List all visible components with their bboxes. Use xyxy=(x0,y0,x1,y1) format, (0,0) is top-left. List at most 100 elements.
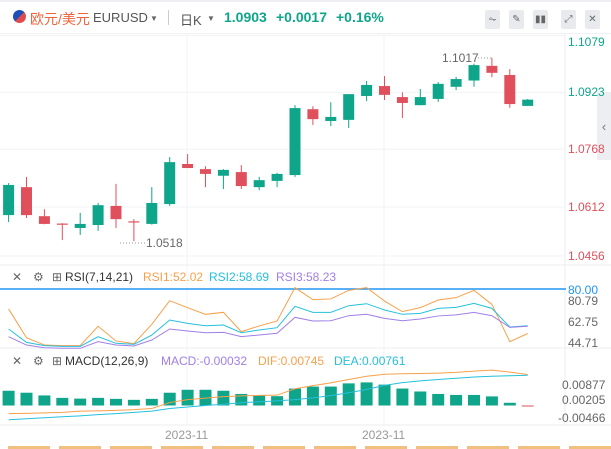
rsi3-line xyxy=(8,311,528,349)
macd-bar xyxy=(521,405,534,407)
divider xyxy=(168,10,169,25)
macd-bar xyxy=(253,395,266,406)
macd-bar xyxy=(360,382,373,406)
candle-body xyxy=(110,205,122,220)
candle-body xyxy=(21,187,32,216)
candle-body xyxy=(379,86,390,95)
candle-body xyxy=(74,223,86,228)
rsi-overbought-label: 80.00 xyxy=(568,283,599,297)
macd-bar xyxy=(378,384,391,406)
macd-bar xyxy=(38,395,51,406)
candle-body xyxy=(307,109,319,120)
macd-bar xyxy=(342,383,355,406)
macd-bar xyxy=(2,390,15,406)
remove-rsi-button[interactable]: ✕ xyxy=(12,270,23,284)
candle-body xyxy=(468,65,480,81)
macd-bar xyxy=(432,393,445,406)
price-change: +0.0017 xyxy=(276,9,327,25)
draw-button[interactable]: ✎ xyxy=(509,10,524,29)
macd-bar xyxy=(145,398,158,406)
macd-bar xyxy=(396,388,409,406)
price-axis-label: 1.0456 xyxy=(568,249,605,263)
next-panel-strip xyxy=(365,446,407,449)
fullscreen-button[interactable]: ⤢ xyxy=(561,10,576,29)
candle-body xyxy=(450,79,462,87)
macd-bar xyxy=(468,394,480,406)
candle-body xyxy=(3,184,15,216)
indicator-icon: ⏦ xyxy=(488,14,497,25)
dea-value: DEA:0.00761 xyxy=(334,354,406,368)
candle-type-button[interactable]: ▮▮ xyxy=(533,10,548,29)
macd-bar xyxy=(127,399,140,406)
low-annotation: 1.0518 xyxy=(146,236,183,250)
next-panel-strip xyxy=(161,446,203,449)
macd-value: MACD:-0.00032 xyxy=(161,354,248,368)
dif-value: DIF:0.00745 xyxy=(258,354,325,368)
close-icon: ✕ xyxy=(588,14,597,25)
macd-bar xyxy=(289,388,301,406)
candle-body xyxy=(414,97,426,106)
macd-bar xyxy=(485,396,498,406)
rsi3-value: RSI3:58.23 xyxy=(276,270,337,284)
rsi-axis-label: 80.79 xyxy=(568,294,599,308)
price-change-percent: +0.16% xyxy=(336,9,384,25)
indicator-button[interactable]: ⏦ xyxy=(485,10,500,29)
period-selector[interactable]: 日K xyxy=(180,13,202,28)
candle-type-icon: ▮▮ xyxy=(534,14,546,25)
candle-body xyxy=(522,99,534,106)
rsi-axis-label: 62.75 xyxy=(568,315,599,329)
candle-body xyxy=(128,221,140,223)
candle-body xyxy=(146,202,158,224)
next-panel-strip xyxy=(416,446,458,449)
rsi-axis-label: 44.71 xyxy=(568,336,599,350)
dea-line xyxy=(8,374,528,421)
close-button[interactable]: ✕ xyxy=(585,10,600,29)
next-panel-strip xyxy=(263,446,305,449)
macd-bar xyxy=(181,389,194,406)
price-axis-label: 1.1079 xyxy=(568,35,605,49)
draw-pen-icon: ✎ xyxy=(512,14,521,25)
next-panel-strip xyxy=(8,446,50,449)
symbol-code[interactable]: EURUSD xyxy=(93,10,148,25)
rsi-settings-icon[interactable]: ⚙ xyxy=(33,270,44,284)
next-panel-strip xyxy=(59,446,101,449)
macd-settings-icon[interactable]: ⚙ xyxy=(33,354,44,368)
macd-expand-icon[interactable]: ⊞ xyxy=(52,354,63,368)
symbol-dropdown-icon[interactable]: ▼ xyxy=(150,14,158,23)
macd-bar xyxy=(74,398,87,406)
fullscreen-icon: ⤢ xyxy=(564,14,573,25)
macd-bar xyxy=(92,397,105,406)
next-panel-strip xyxy=(518,446,560,449)
rsi2-value: RSI2:58.69 xyxy=(209,270,270,284)
collapse-panel-button[interactable]: ‹ xyxy=(597,92,611,160)
flag-icon xyxy=(13,10,26,23)
macd-bar xyxy=(56,397,69,406)
candle-body xyxy=(164,162,176,205)
rsi-title: RSI(7,14,21) xyxy=(65,270,134,284)
candle-body xyxy=(271,173,283,181)
chart-header xyxy=(0,0,611,34)
remove-macd-button[interactable]: ✕ xyxy=(12,354,23,368)
candle-body xyxy=(200,169,211,174)
candle-body xyxy=(217,169,229,176)
price-axis-label: 1.0923 xyxy=(568,85,605,99)
rsi1-value: RSI1:52.02 xyxy=(143,270,204,284)
macd-bar xyxy=(217,390,230,406)
next-panel-strip xyxy=(212,446,254,449)
candle-body xyxy=(396,97,408,103)
candle-body xyxy=(235,172,247,187)
macd-bar xyxy=(503,402,516,406)
candle-body xyxy=(289,108,301,176)
period-dropdown-icon[interactable]: ▼ xyxy=(207,14,215,23)
rsi-expand-icon[interactable]: ⊞ xyxy=(52,270,63,284)
price-axis-label: 1.0612 xyxy=(568,200,605,214)
date-label: 2023-11 xyxy=(165,428,209,442)
next-panel-strip xyxy=(110,446,152,449)
candle-body xyxy=(504,75,516,105)
symbol-name-cn[interactable]: 欧元/美元 xyxy=(30,11,90,27)
candle-body xyxy=(38,216,50,224)
macd-bar xyxy=(20,392,33,406)
macd-title: MACD(12,26,9) xyxy=(65,354,149,368)
price-axis-label: 1.0768 xyxy=(568,142,605,156)
